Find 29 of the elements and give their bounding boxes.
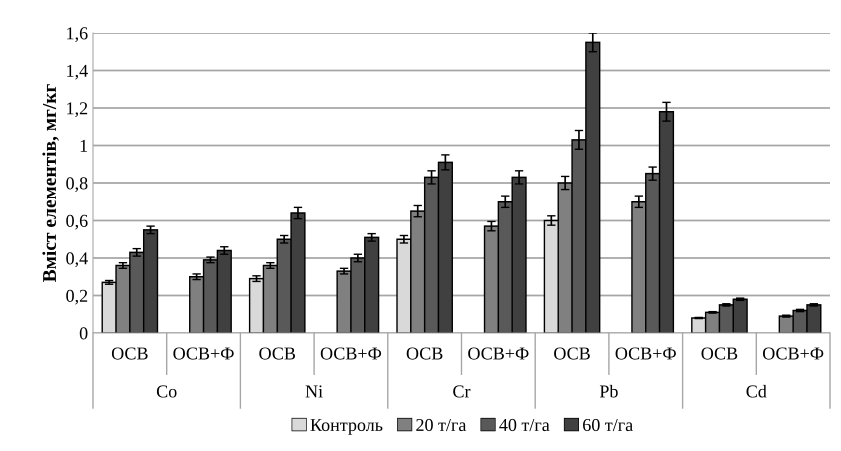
y-tick-label: 0,6: [66, 214, 88, 230]
x-tick-label: ОСВ: [259, 347, 296, 360]
text: Cd: [746, 384, 767, 398]
y-tick-label: 1: [80, 140, 88, 152]
x-tick-label: ОСВ+Ф: [616, 347, 676, 360]
x-tick-label: ОСВ: [406, 347, 442, 360]
y-tick-label: 1,4: [67, 64, 88, 80]
legend-label: 40 т/га: [499, 418, 550, 432]
text: Cr: [453, 385, 470, 398]
y-tick-label: 1,2: [67, 102, 88, 118]
y-axis-title: Вміст елементів, мг/кг: [42, 84, 59, 282]
y-tick-label: 0,4: [66, 252, 88, 268]
x-tick-label: ОСВ+Ф: [320, 347, 382, 360]
y-tick-label: 0: [80, 327, 88, 340]
legend-label: 20 т/га: [416, 418, 466, 432]
legend-label: Контроль: [310, 419, 382, 435]
text: Pb: [600, 384, 618, 398]
y-tick-label: 0,8: [66, 177, 88, 192]
text: Ni: [306, 385, 323, 398]
y-tick-label: 1,6: [67, 27, 88, 42]
x-tick-label: ОСВ+Ф: [173, 347, 234, 360]
x-tick-label: ОСВ: [554, 347, 590, 360]
x-tick-label: ОСВ+Ф: [468, 347, 529, 360]
x-tick-label: ОСВ: [112, 347, 148, 360]
y-tick-label: 0,2: [66, 290, 88, 305]
x-tick-label: ОСВ+Ф: [762, 347, 824, 360]
text: Co: [156, 385, 177, 398]
x-tick-label: ОСВ: [702, 347, 738, 360]
legend-label: 60 т/га: [583, 418, 633, 432]
